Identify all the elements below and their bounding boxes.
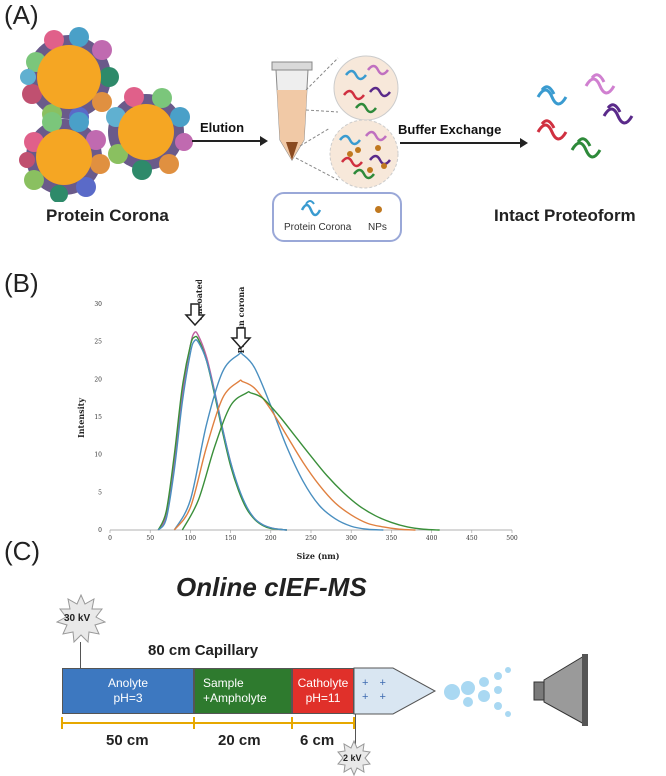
- sample-segment: Sample +Ampholyte: [194, 668, 292, 714]
- x-tick-label: 250: [305, 535, 317, 542]
- catholyte-name: Catholyte: [297, 676, 349, 690]
- anolyte-name: Anolyte: [107, 676, 149, 690]
- series-line: [173, 351, 384, 531]
- x-tick-label: 450: [466, 535, 478, 542]
- elution-tube-illustration: [271, 55, 399, 189]
- sample-name: Sample: [203, 676, 244, 690]
- x-tick-label: 400: [426, 535, 438, 542]
- elution-arrow: [192, 136, 268, 146]
- protein-corona-arrow-icon: [230, 327, 252, 350]
- buffer-exchange-label: Buffer Exchange: [398, 122, 502, 137]
- capillary-dimension-line: [61, 717, 355, 729]
- annotation-protein-corona: Protein corona: [236, 287, 246, 354]
- legend-protein-corona-label: Protein Corona: [284, 222, 352, 233]
- protein-corona-label: Protein Corona: [46, 206, 169, 225]
- uncoated-arrow-icon: [184, 303, 206, 327]
- catholyte-segment: Catholyte pH=11: [292, 668, 354, 714]
- electrospray-droplets: [444, 667, 511, 717]
- series-line: [181, 391, 440, 531]
- anolyte-length-label: 50 cm: [106, 732, 149, 749]
- panel-a-label: (A): [4, 0, 39, 30]
- emitter-tip-icon: [353, 667, 437, 715]
- high-voltage-wire: [80, 642, 81, 668]
- corona-particle-left: [19, 112, 110, 202]
- series-line: [173, 379, 416, 531]
- corona-particle-right: [106, 87, 193, 180]
- panel-b-label: (B): [4, 268, 39, 298]
- y-tick-label: 15: [94, 414, 102, 421]
- corona-particle-top: [20, 27, 119, 127]
- clef-ms-title: Online cIEF-MS: [176, 572, 367, 602]
- y-axis-label: Intensity: [76, 398, 86, 438]
- annotation-uncoated: Uncoated: [194, 280, 204, 321]
- magnified-mixture-circle: [329, 119, 399, 189]
- capillary-label: 80 cm Capillary: [148, 642, 259, 659]
- sample-length-label: 20 cm: [218, 732, 261, 749]
- y-tick-label: 10: [94, 452, 102, 459]
- x-tick-label: 500: [506, 535, 518, 542]
- size-distribution-chart: 0 50 100 150 200 250 300 350 400 450 500 0 5 10 15 20 25…: [76, 280, 518, 561]
- anolyte-ph: pH=3: [113, 691, 143, 705]
- series-line: [157, 335, 287, 531]
- intact-proteoform-label: Intact Proteoform: [494, 206, 636, 225]
- low-voltage-wire: [355, 714, 356, 744]
- x-tick-label: 300: [345, 535, 357, 542]
- low-voltage-label: 2 kV: [343, 753, 362, 763]
- protein-corona-legend-icon: [300, 200, 322, 217]
- x-tick-label: 50: [146, 535, 154, 542]
- tube-icon: [271, 61, 313, 161]
- low-voltage-burst-icon: [337, 740, 371, 776]
- y-tick-label: 0: [98, 527, 102, 534]
- intact-proteoforms-illustration: [536, 73, 634, 159]
- high-voltage-label: 30 kV: [64, 613, 91, 624]
- x-axis-label: Size (nm): [296, 551, 339, 561]
- tip-charge-marks: + + + +: [362, 677, 386, 703]
- nps-legend-icon: [375, 206, 382, 213]
- buffer-exchange-arrow: [400, 138, 528, 148]
- y-tick-label: 30: [94, 301, 102, 308]
- x-tick-label: 100: [185, 535, 197, 542]
- panel-c-label: (C): [4, 536, 41, 566]
- catholyte-length-label: 6 cm: [300, 732, 335, 749]
- elution-label: Elution: [200, 120, 245, 135]
- anolyte-segment: Anolyte pH=3: [62, 668, 194, 714]
- mass-spectrometer-inlet-icon: [533, 654, 588, 726]
- legend-nps-label: NPs: [368, 222, 387, 233]
- magnified-proteins-circle: [333, 55, 399, 121]
- x-tick-label: 200: [265, 535, 277, 542]
- y-tick-label: 5: [98, 489, 102, 496]
- x-tick-label: 0: [108, 535, 112, 542]
- sample-ampholyte: +Ampholyte: [203, 691, 267, 705]
- y-tick-label: 20: [94, 376, 102, 383]
- x-tick-label: 150: [225, 535, 237, 542]
- legend-box: Protein Corona NPs: [272, 192, 402, 242]
- protein-corona-illustration: [19, 27, 193, 202]
- y-tick-label: 25: [94, 339, 102, 346]
- x-tick-label: 350: [386, 535, 398, 542]
- high-voltage-burst-icon: [56, 594, 106, 644]
- catholyte-ph: pH=11: [305, 691, 341, 705]
